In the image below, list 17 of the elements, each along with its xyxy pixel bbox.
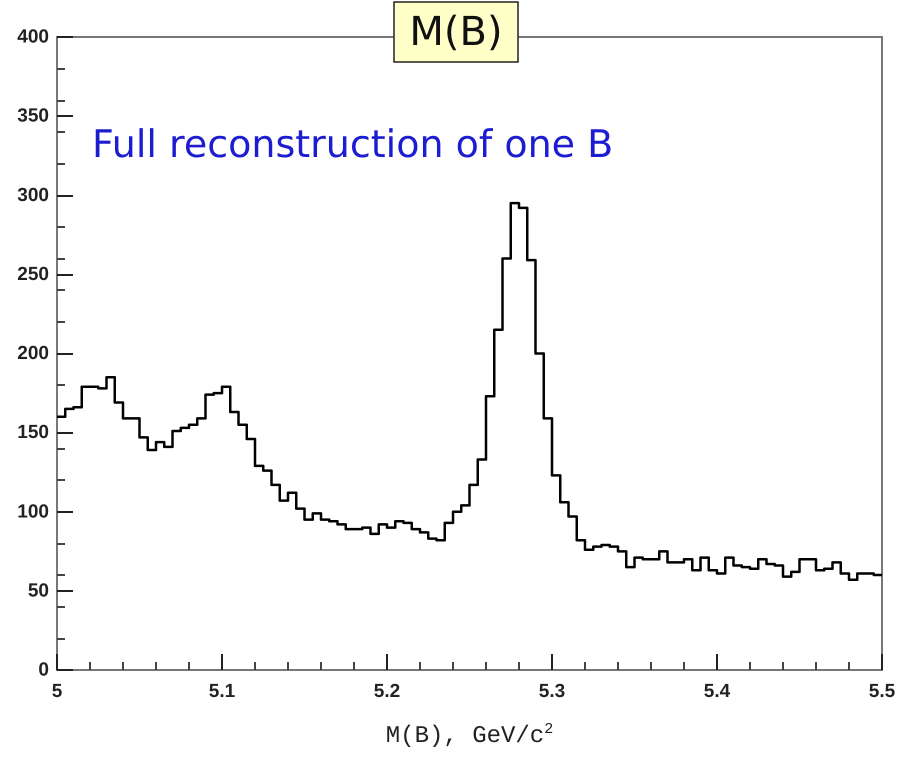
y-tick-label: 0 bbox=[38, 660, 49, 680]
y-tick-label: 200 bbox=[17, 343, 49, 364]
y-tick-label: 250 bbox=[17, 264, 49, 285]
y-tick-label: 350 bbox=[17, 106, 49, 127]
y-tick-label: 150 bbox=[17, 422, 49, 444]
x-tick-label: 5.5 bbox=[868, 681, 896, 702]
y-tick-label: 300 bbox=[17, 184, 49, 206]
y-tick-label: 50 bbox=[28, 580, 49, 602]
y-tick-label: 400 bbox=[17, 26, 49, 48]
chart-title: M(B) bbox=[409, 9, 503, 55]
x-tick-label: 5 bbox=[52, 681, 63, 702]
x-tick-label: 5.1 bbox=[208, 681, 236, 702]
x-tick-label: 5.4 bbox=[704, 681, 731, 702]
x-tick-label: 5.3 bbox=[538, 681, 566, 702]
annotation: Full reconstruction of one B bbox=[92, 122, 614, 166]
x-tick-label: 5.2 bbox=[374, 681, 400, 702]
y-tick-label: 100 bbox=[17, 501, 49, 522]
